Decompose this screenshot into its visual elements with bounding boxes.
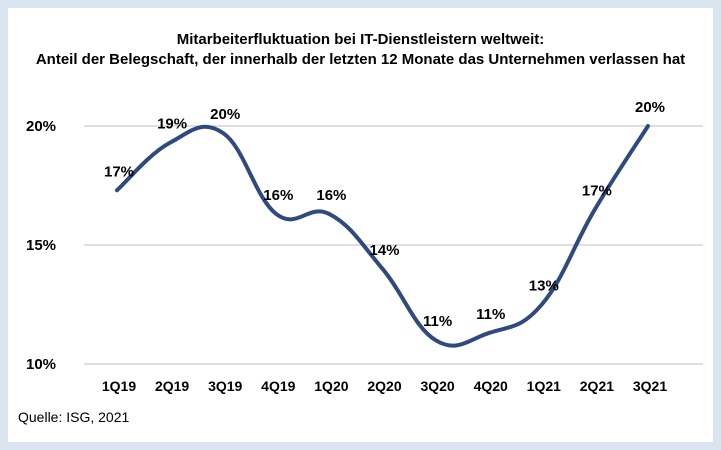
data-label-1Q19: 17% [104,163,134,180]
data-point-1Q20 [327,212,331,216]
data-point-2Q19 [168,141,172,145]
data-label-2Q21: 17% [582,182,612,199]
x-tick-label-1Q20: 1Q20 [314,378,348,394]
chart-title-line-2: Anteil der Belegschaft, der innerhalb de… [35,51,686,68]
data-point-1Q19 [115,188,119,192]
data-label-4Q19: 16% [263,187,293,204]
source-note: Quelle: ISG, 2021 [18,409,130,425]
data-point-4Q20 [487,331,491,335]
x-tick-label-4Q19: 4Q19 [261,378,295,394]
data-point-2Q20 [381,267,385,271]
y-tick-label-20: 20% [26,118,56,135]
data-point-3Q19 [221,131,225,135]
line-chart: 10% 15% 20% 17% 19% 20% 16% 16% 14% 11% 11% 13% 17% 2… [26,99,703,394]
y-tick-label-15: 15% [26,237,56,254]
x-tick-label-2Q20: 2Q20 [367,378,401,394]
x-tick-label-2Q21: 2Q21 [580,378,614,394]
data-label-1Q21: 13% [529,278,559,295]
chart-title-line-1: Mitarbeiterfluktuation bei IT-Dienstleis… [176,31,545,48]
y-tick-label-10: 10% [26,356,56,373]
series-line [115,124,650,348]
x-tick-label-2Q19: 2Q19 [155,378,189,394]
data-point-1Q21 [540,303,544,307]
data-label-2Q20: 14% [369,242,399,259]
data-point-4Q19 [274,212,278,216]
data-label-4Q20: 11% [476,306,505,323]
data-label-2Q19: 19% [157,116,187,133]
x-tick-label-1Q21: 1Q21 [527,378,561,394]
data-point-3Q21 [646,124,650,128]
chart-card: Mitarbeiterfluktuation bei IT-Dienstleis… [8,8,713,442]
x-tick-label-4Q20: 4Q20 [474,378,508,394]
x-tick-label-1Q19: 1Q19 [102,378,136,394]
data-label-1Q20: 16% [316,187,346,204]
chart-title: Mitarbeiterfluktuation bei IT-Dienstleis… [8,30,713,70]
x-tick-label-3Q21: 3Q21 [633,378,667,394]
data-label-3Q21: 20% [635,99,665,116]
data-label-3Q19: 20% [210,106,240,123]
data-point-3Q20 [434,338,438,342]
x-tick-label-3Q19: 3Q19 [208,378,242,394]
x-tick-label-3Q20: 3Q20 [420,378,454,394]
data-label-3Q20: 11% [423,313,452,330]
data-point-2Q21 [593,207,597,211]
